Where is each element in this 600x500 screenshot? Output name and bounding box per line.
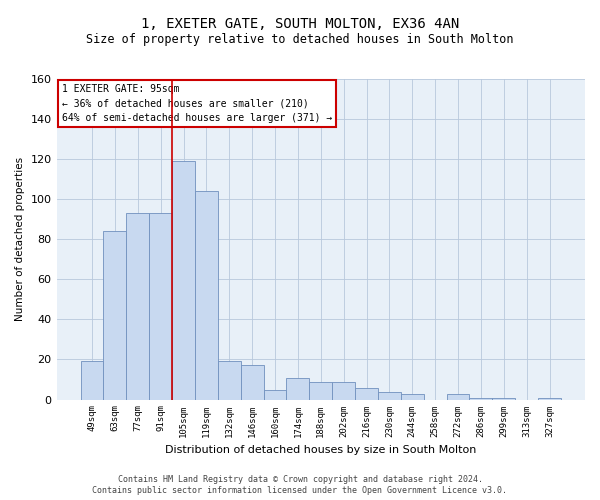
Bar: [263, 390, 286, 400]
Text: Size of property relative to detached houses in South Molton: Size of property relative to detached ho…: [86, 32, 514, 46]
Bar: [103, 232, 127, 400]
Text: 1, EXETER GATE, SOUTH MOLTON, EX36 4AN: 1, EXETER GATE, SOUTH MOLTON, EX36 4AN: [141, 18, 459, 32]
X-axis label: Distribution of detached houses by size in South Molton: Distribution of detached houses by size …: [165, 445, 476, 455]
Bar: [446, 394, 469, 400]
Bar: [241, 366, 263, 400]
Bar: [538, 398, 561, 400]
Bar: [127, 213, 149, 400]
Bar: [355, 388, 378, 400]
Bar: [493, 398, 515, 400]
Text: 1 EXETER GATE: 95sqm
← 36% of detached houses are smaller (210)
64% of semi-deta: 1 EXETER GATE: 95sqm ← 36% of detached h…: [62, 84, 332, 124]
Bar: [378, 392, 401, 400]
Bar: [218, 362, 241, 400]
Text: Contains public sector information licensed under the Open Government Licence v3: Contains public sector information licen…: [92, 486, 508, 495]
Bar: [401, 394, 424, 400]
Bar: [172, 161, 195, 400]
Text: Contains HM Land Registry data © Crown copyright and database right 2024.: Contains HM Land Registry data © Crown c…: [118, 475, 482, 484]
Bar: [469, 398, 493, 400]
Bar: [310, 382, 332, 400]
Y-axis label: Number of detached properties: Number of detached properties: [15, 157, 25, 322]
Bar: [332, 382, 355, 400]
Bar: [195, 191, 218, 400]
Bar: [286, 378, 310, 400]
Bar: [149, 213, 172, 400]
Bar: [80, 362, 103, 400]
